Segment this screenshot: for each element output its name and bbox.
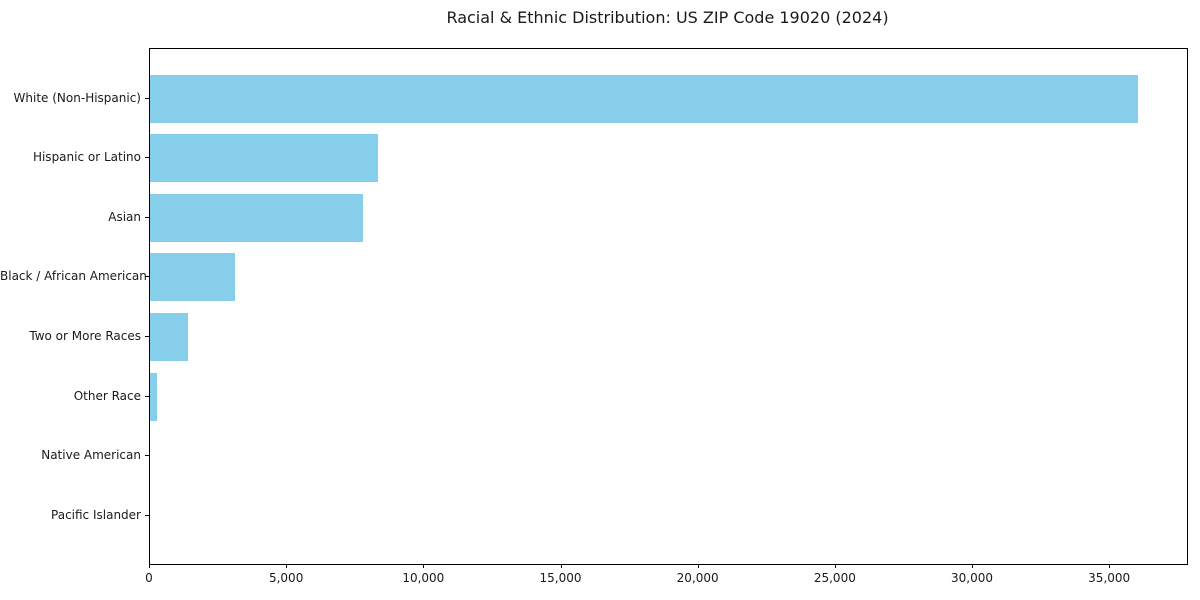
x-tick-mark [560, 564, 562, 568]
bar [150, 372, 157, 421]
y-tick-label: Hispanic or Latino [32, 150, 141, 165]
bar [150, 253, 236, 302]
x-tick-label: 15,000 [539, 571, 582, 585]
x-tick-mark [149, 564, 150, 568]
bar [150, 134, 378, 183]
y-tick-mark [145, 455, 149, 457]
y-tick-mark [145, 157, 149, 159]
x-tick-mark [423, 564, 425, 568]
plot-area [149, 48, 1188, 565]
y-tick-mark [145, 395, 149, 397]
bar [150, 193, 363, 242]
y-tick-label: Asian [108, 209, 141, 224]
x-tick-label: 20,000 [676, 571, 719, 585]
y-tick-mark [145, 276, 149, 278]
x-tick-label: 30,000 [951, 571, 994, 585]
x-tick-mark [834, 564, 836, 568]
x-tick-mark [286, 564, 288, 568]
y-tick-label: White (Non-Hispanic) [13, 90, 141, 105]
y-tick-label: Native American [41, 448, 141, 463]
x-tick-mark [697, 564, 699, 568]
y-tick-label: Black / African American [0, 269, 147, 284]
y-tick-label: Pacific Islander [51, 507, 141, 522]
x-tick-mark [1109, 564, 1111, 568]
bar [150, 74, 1138, 123]
x-tick-mark [972, 564, 974, 568]
bar [150, 312, 188, 361]
y-tick-label: Two or More Races [29, 328, 141, 343]
chart-title: Racial & Ethnic Distribution: US ZIP Cod… [446, 8, 889, 27]
x-tick-label: 0 [145, 571, 153, 585]
y-tick-mark [145, 216, 149, 218]
x-tick-label: 35,000 [1088, 571, 1131, 585]
y-tick-mark [145, 514, 149, 516]
y-tick-mark [145, 97, 149, 99]
x-tick-label: 25,000 [813, 571, 856, 585]
x-tick-label: 10,000 [402, 571, 445, 585]
x-tick-label: 5,000 [268, 571, 304, 585]
y-tick-mark [145, 335, 149, 337]
y-tick-label: Other Race [73, 388, 141, 403]
